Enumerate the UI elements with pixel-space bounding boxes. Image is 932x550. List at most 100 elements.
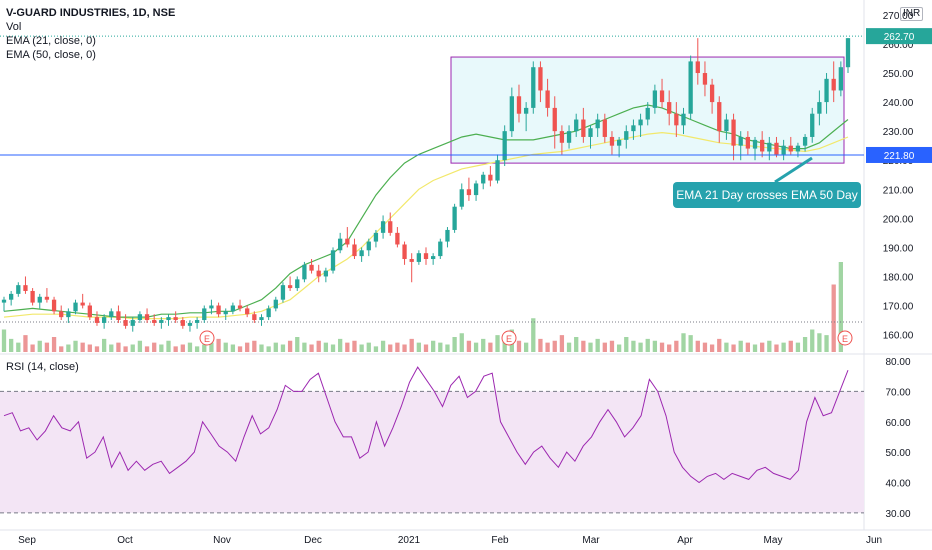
candle-body [674, 113, 679, 126]
volume-legend: Vol [6, 21, 22, 33]
volume-bar [266, 346, 271, 352]
price-axis-tick: 210.00 [883, 185, 914, 196]
candle-body [345, 238, 350, 245]
rsi-axis-tick: 30.00 [885, 509, 910, 520]
candle [194, 317, 200, 329]
candle [359, 247, 364, 262]
volume-bar [445, 344, 450, 352]
support-price-label: 221.80 [884, 151, 915, 162]
candle-body [702, 73, 708, 85]
volume-bar [316, 340, 321, 352]
volume-bar [80, 342, 85, 352]
candle-body [237, 305, 243, 309]
time-axis-tick: Oct [117, 535, 133, 546]
candle [466, 177, 472, 201]
candle-body [73, 302, 78, 312]
candle [159, 317, 164, 329]
candle [724, 113, 729, 140]
volume-bar [481, 338, 486, 352]
candle-body [709, 84, 715, 103]
volume-bar [502, 337, 507, 352]
rsi-legend: RSI (14, close) [6, 361, 79, 373]
candle-body [287, 285, 293, 289]
candle-body [1, 299, 7, 303]
candle [101, 314, 107, 329]
earnings-marker [199, 330, 215, 346]
volume-bar [137, 340, 143, 352]
candle-body [194, 320, 200, 323]
candle-body [681, 113, 686, 126]
volume-bar [516, 340, 522, 352]
candle-body [602, 119, 607, 137]
candle-body [23, 285, 28, 291]
earnings-marker [837, 330, 853, 346]
candle [44, 288, 50, 303]
callout-box [673, 182, 861, 208]
candle-body [745, 136, 751, 149]
volume-bar [788, 340, 793, 352]
candle-body [159, 320, 164, 323]
candle-body [409, 259, 414, 262]
last-price-label-bg [866, 28, 932, 45]
candle [538, 61, 543, 103]
volume-bar [159, 344, 164, 352]
candle [545, 78, 550, 117]
candle [187, 320, 193, 332]
time-axis-tick: Feb [491, 535, 509, 546]
candle [223, 308, 228, 321]
time-axis-tick: May [764, 535, 783, 546]
candle-body [37, 296, 42, 303]
candle-body [359, 250, 364, 257]
candle [116, 305, 121, 323]
volume-bar [810, 329, 815, 352]
candle [731, 113, 736, 161]
candle [59, 305, 64, 321]
candle-body [173, 317, 178, 321]
currency-badge[interactable]: INR [900, 7, 924, 21]
volume-bar [130, 344, 135, 352]
candle [395, 227, 400, 248]
candle-body [252, 314, 257, 321]
candle-body [295, 279, 300, 289]
volume-bar [702, 342, 708, 352]
candle [810, 107, 815, 143]
candle-body [488, 174, 493, 181]
candle-body [752, 139, 758, 149]
candle [674, 102, 679, 137]
volume-bar [259, 344, 264, 352]
candle [252, 311, 257, 323]
candle [667, 90, 672, 126]
rsi-axis-tick: 80.00 [885, 357, 910, 368]
candle-body [616, 139, 622, 146]
candle [702, 61, 708, 97]
candle-body [609, 136, 615, 146]
candle [152, 314, 157, 326]
volume-bar [116, 342, 121, 352]
candle [316, 264, 321, 283]
volume-bar [180, 344, 185, 352]
candle [388, 212, 393, 236]
candle-body [116, 311, 121, 321]
candle [588, 125, 593, 149]
candle [237, 299, 243, 312]
volume-bar [166, 340, 171, 352]
candle-body [624, 131, 629, 140]
volume-bar [459, 333, 464, 352]
candle-body [230, 305, 236, 312]
volume-bar [252, 340, 257, 352]
candle-body [452, 206, 457, 230]
candle-body [330, 250, 336, 271]
candle [788, 136, 793, 155]
price-axis-tick: 190.00 [883, 243, 914, 254]
time-axis-tick: Sep [18, 535, 36, 546]
candle-body [574, 119, 579, 132]
candle [202, 305, 207, 323]
candle-body [366, 241, 371, 251]
candle-body [795, 145, 801, 152]
volume-bar [280, 344, 286, 352]
candle [717, 96, 722, 143]
volume-bar [37, 340, 42, 352]
volume-bar [94, 346, 100, 352]
rsi-axis-tick: 40.00 [885, 478, 910, 489]
